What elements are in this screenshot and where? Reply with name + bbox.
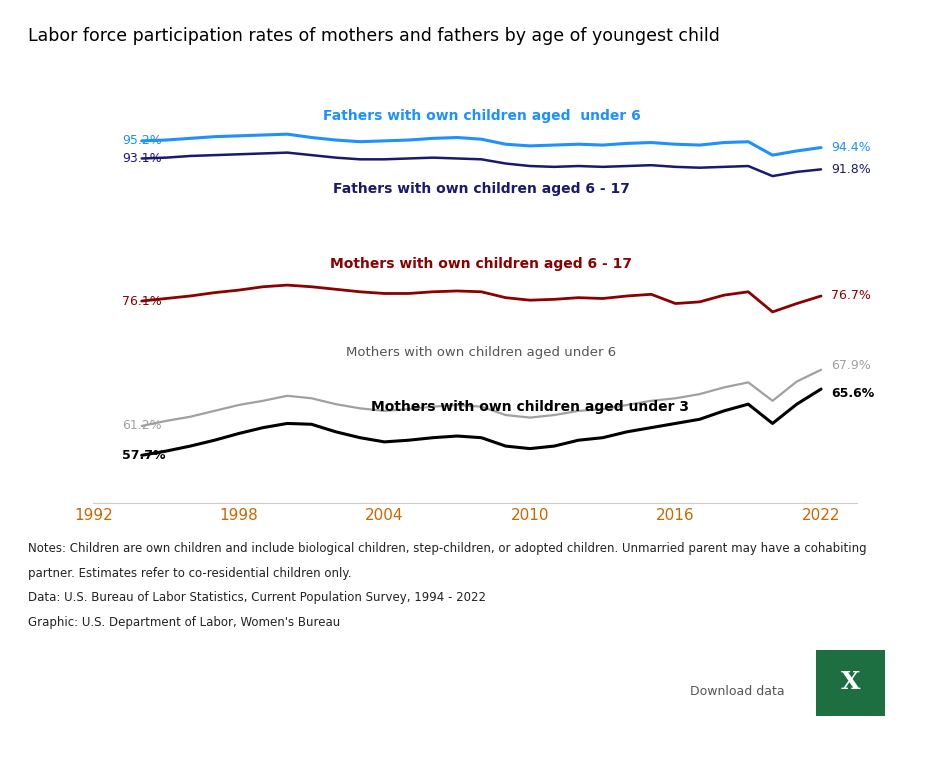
Text: 94.4%: 94.4% bbox=[830, 141, 870, 154]
Text: 65.6%: 65.6% bbox=[830, 387, 874, 399]
Text: X: X bbox=[841, 670, 860, 694]
Text: 91.8%: 91.8% bbox=[830, 163, 870, 176]
Text: Mothers with own children aged 6 - 17: Mothers with own children aged 6 - 17 bbox=[330, 257, 633, 271]
Text: 61.2%: 61.2% bbox=[122, 420, 162, 433]
FancyBboxPatch shape bbox=[816, 652, 884, 714]
Text: Data: U.S. Bureau of Labor Statistics, Current Population Survey, 1994 - 2022: Data: U.S. Bureau of Labor Statistics, C… bbox=[28, 591, 486, 604]
Text: Fathers with own children aged 6 - 17: Fathers with own children aged 6 - 17 bbox=[333, 182, 630, 196]
Text: Fathers with own children aged  under 6: Fathers with own children aged under 6 bbox=[322, 108, 640, 123]
Text: 76.7%: 76.7% bbox=[830, 289, 870, 303]
Text: 93.1%: 93.1% bbox=[122, 152, 162, 165]
Text: Graphic: U.S. Department of Labor, Women's Bureau: Graphic: U.S. Department of Labor, Women… bbox=[28, 616, 340, 629]
Text: Labor force participation rates of mothers and fathers by age of youngest child: Labor force participation rates of mothe… bbox=[28, 27, 720, 45]
Text: partner. Estimates refer to co-residential children only.: partner. Estimates refer to co-residenti… bbox=[28, 567, 351, 580]
Text: 95.2%: 95.2% bbox=[122, 135, 162, 147]
Text: Notes: Children are own children and include biological children, step-children,: Notes: Children are own children and inc… bbox=[28, 542, 867, 555]
Text: 76.1%: 76.1% bbox=[122, 295, 162, 307]
Text: Download data: Download data bbox=[690, 685, 785, 698]
Text: Mothers with own children aged under 6: Mothers with own children aged under 6 bbox=[347, 346, 616, 358]
Text: 67.9%: 67.9% bbox=[830, 359, 870, 372]
Text: 57.7%: 57.7% bbox=[122, 449, 166, 462]
Text: Mothers with own children aged under 3: Mothers with own children aged under 3 bbox=[371, 399, 689, 413]
